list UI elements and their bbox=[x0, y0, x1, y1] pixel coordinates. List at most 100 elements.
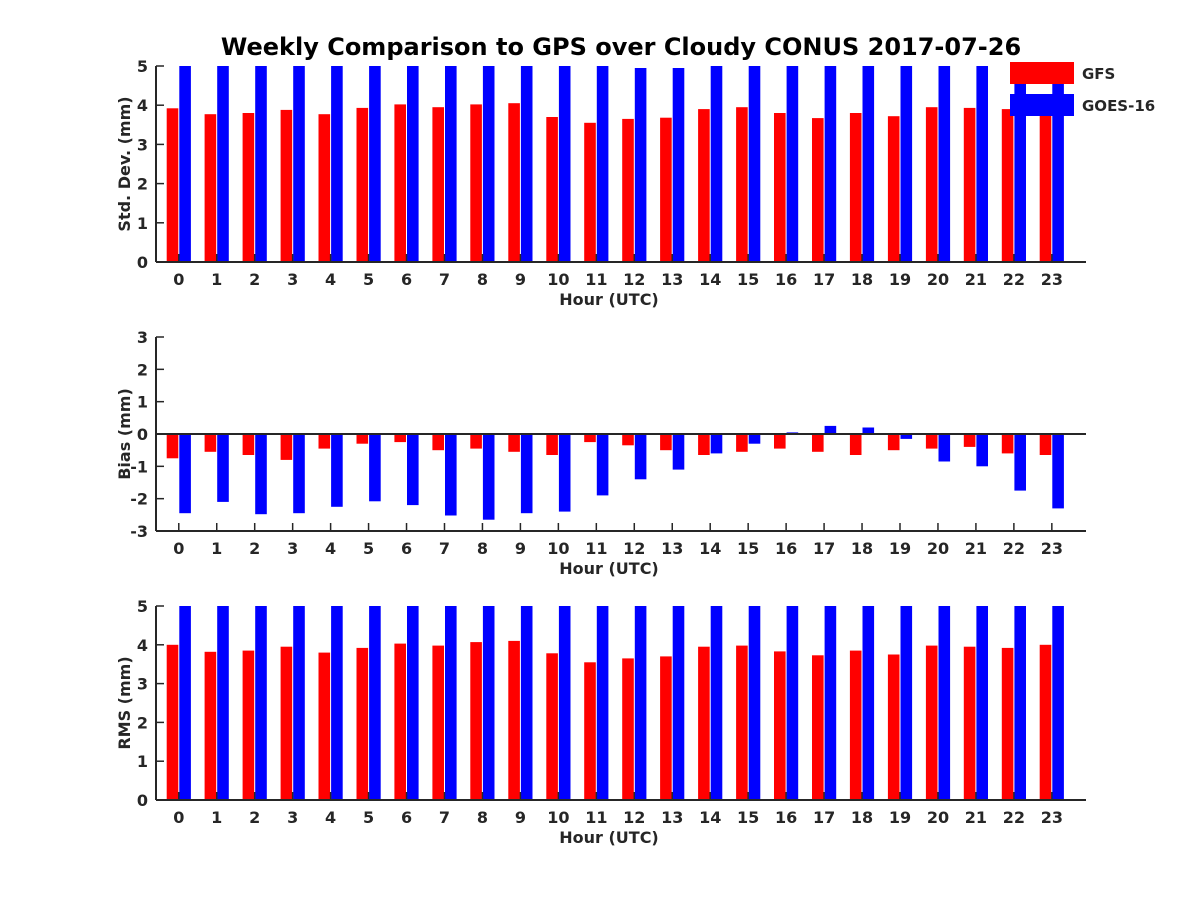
bar-goes-16-1 bbox=[217, 434, 229, 502]
x-tick-label: 16 bbox=[775, 808, 797, 827]
y-axis-label: Std. Dev. (mm) bbox=[115, 96, 134, 231]
bar-goes-16-15 bbox=[748, 434, 761, 444]
bar-gfs-0 bbox=[166, 644, 179, 800]
legend-swatch-goes-16 bbox=[1010, 94, 1074, 116]
x-tick-label: 2 bbox=[249, 270, 260, 289]
bar-gfs-18 bbox=[849, 113, 862, 262]
bar-gfs-13 bbox=[660, 434, 672, 451]
bar-gfs-22 bbox=[1001, 109, 1014, 262]
bar-gfs-1 bbox=[204, 651, 217, 800]
bar-gfs-23 bbox=[1039, 107, 1052, 263]
bar-gfs-12 bbox=[622, 118, 634, 263]
bar-gfs-7 bbox=[432, 434, 444, 451]
x-tick-label: 5 bbox=[363, 270, 374, 289]
x-tick-label: 8 bbox=[477, 539, 488, 558]
bar-goes-16-11 bbox=[596, 434, 609, 496]
bar-gfs-18 bbox=[849, 650, 862, 800]
bar-goes-16-14 bbox=[710, 434, 723, 454]
bar-goes-16-21 bbox=[976, 434, 988, 467]
bar-gfs-4 bbox=[318, 434, 331, 449]
bar-gfs-16 bbox=[774, 434, 786, 449]
x-tick-label: 6 bbox=[401, 539, 412, 558]
bar-gfs-22 bbox=[1001, 647, 1014, 800]
bar-gfs-16 bbox=[774, 651, 786, 800]
y-tick-label: 3 bbox=[137, 328, 148, 347]
x-tick-label: 18 bbox=[851, 539, 873, 558]
y-tick-label: 1 bbox=[137, 393, 148, 412]
y-tick-label: 0 bbox=[137, 253, 148, 272]
x-tick-label: 19 bbox=[889, 539, 911, 558]
bar-gfs-21 bbox=[963, 107, 976, 263]
bar-goes-16-1 bbox=[217, 66, 229, 262]
x-tick-label: 16 bbox=[775, 270, 797, 289]
x-tick-label: 2 bbox=[249, 539, 260, 558]
bar-goes-16-19 bbox=[900, 66, 913, 262]
bar-goes-16-17 bbox=[824, 425, 837, 434]
y-tick-label: 1 bbox=[137, 214, 148, 233]
bar-goes-16-13 bbox=[672, 606, 685, 800]
bar-goes-16-16 bbox=[786, 606, 799, 800]
bar-gfs-23 bbox=[1039, 644, 1052, 800]
bar-goes-16-11 bbox=[596, 66, 609, 262]
bar-gfs-19 bbox=[887, 654, 900, 800]
x-axis-label: Hour (UTC) bbox=[559, 559, 659, 578]
x-tick-label: 18 bbox=[851, 270, 873, 289]
bar-gfs-1 bbox=[204, 434, 217, 452]
bar-goes-16-7 bbox=[445, 66, 457, 262]
bar-goes-16-14 bbox=[710, 606, 723, 800]
x-tick-label: 3 bbox=[287, 539, 298, 558]
x-tick-label: 12 bbox=[623, 808, 645, 827]
bar-goes-16-9 bbox=[520, 606, 533, 800]
bar-gfs-22 bbox=[1001, 434, 1014, 454]
x-tick-label: 22 bbox=[1003, 539, 1025, 558]
bar-goes-16-23 bbox=[1052, 606, 1064, 800]
bar-goes-16-6 bbox=[407, 606, 419, 800]
bar-gfs-3 bbox=[280, 434, 293, 460]
bar-goes-16-11 bbox=[596, 606, 609, 800]
x-tick-label: 21 bbox=[965, 539, 987, 558]
y-tick-label: 4 bbox=[137, 636, 148, 655]
bar-gfs-10 bbox=[546, 434, 558, 455]
bar-gfs-5 bbox=[356, 434, 369, 444]
bar-gfs-5 bbox=[356, 107, 369, 263]
x-tick-label: 22 bbox=[1003, 808, 1025, 827]
bar-gfs-17 bbox=[812, 434, 824, 452]
bar-goes-16-20 bbox=[938, 606, 951, 800]
x-tick-label: 21 bbox=[965, 808, 987, 827]
bar-gfs-6 bbox=[394, 434, 406, 443]
x-tick-label: 22 bbox=[1003, 270, 1025, 289]
x-tick-label: 12 bbox=[623, 539, 645, 558]
bar-goes-16-1 bbox=[217, 606, 229, 800]
bar-gfs-8 bbox=[470, 642, 482, 800]
bar-goes-16-10 bbox=[558, 66, 571, 262]
bar-gfs-15 bbox=[736, 107, 748, 262]
x-tick-label: 15 bbox=[737, 808, 759, 827]
bar-gfs-20 bbox=[925, 107, 938, 262]
x-tick-label: 0 bbox=[173, 808, 184, 827]
y-axis-label: RMS (mm) bbox=[115, 656, 134, 749]
bar-gfs-2 bbox=[242, 434, 255, 455]
bar-goes-16-22 bbox=[1014, 434, 1026, 491]
bar-goes-16-14 bbox=[710, 66, 723, 262]
x-tick-label: 10 bbox=[547, 808, 569, 827]
y-tick-label: 1 bbox=[137, 752, 148, 771]
y-tick-label: 0 bbox=[137, 791, 148, 810]
bar-goes-16-6 bbox=[407, 66, 419, 262]
bar-goes-16-4 bbox=[331, 606, 343, 800]
bar-gfs-8 bbox=[470, 104, 482, 263]
bar-goes-16-17 bbox=[824, 606, 837, 800]
x-tick-label: 5 bbox=[363, 539, 374, 558]
bar-gfs-11 bbox=[584, 434, 596, 443]
x-tick-label: 8 bbox=[477, 270, 488, 289]
bar-goes-16-3 bbox=[293, 606, 305, 800]
x-tick-label: 7 bbox=[439, 539, 450, 558]
y-tick-label: -2 bbox=[130, 490, 148, 509]
bar-gfs-7 bbox=[432, 645, 444, 800]
bar-goes-16-19 bbox=[900, 434, 913, 439]
x-tick-label: 15 bbox=[737, 270, 759, 289]
bar-gfs-15 bbox=[736, 434, 748, 452]
x-axis-label: Hour (UTC) bbox=[559, 828, 659, 847]
x-tick-label: 10 bbox=[547, 270, 569, 289]
